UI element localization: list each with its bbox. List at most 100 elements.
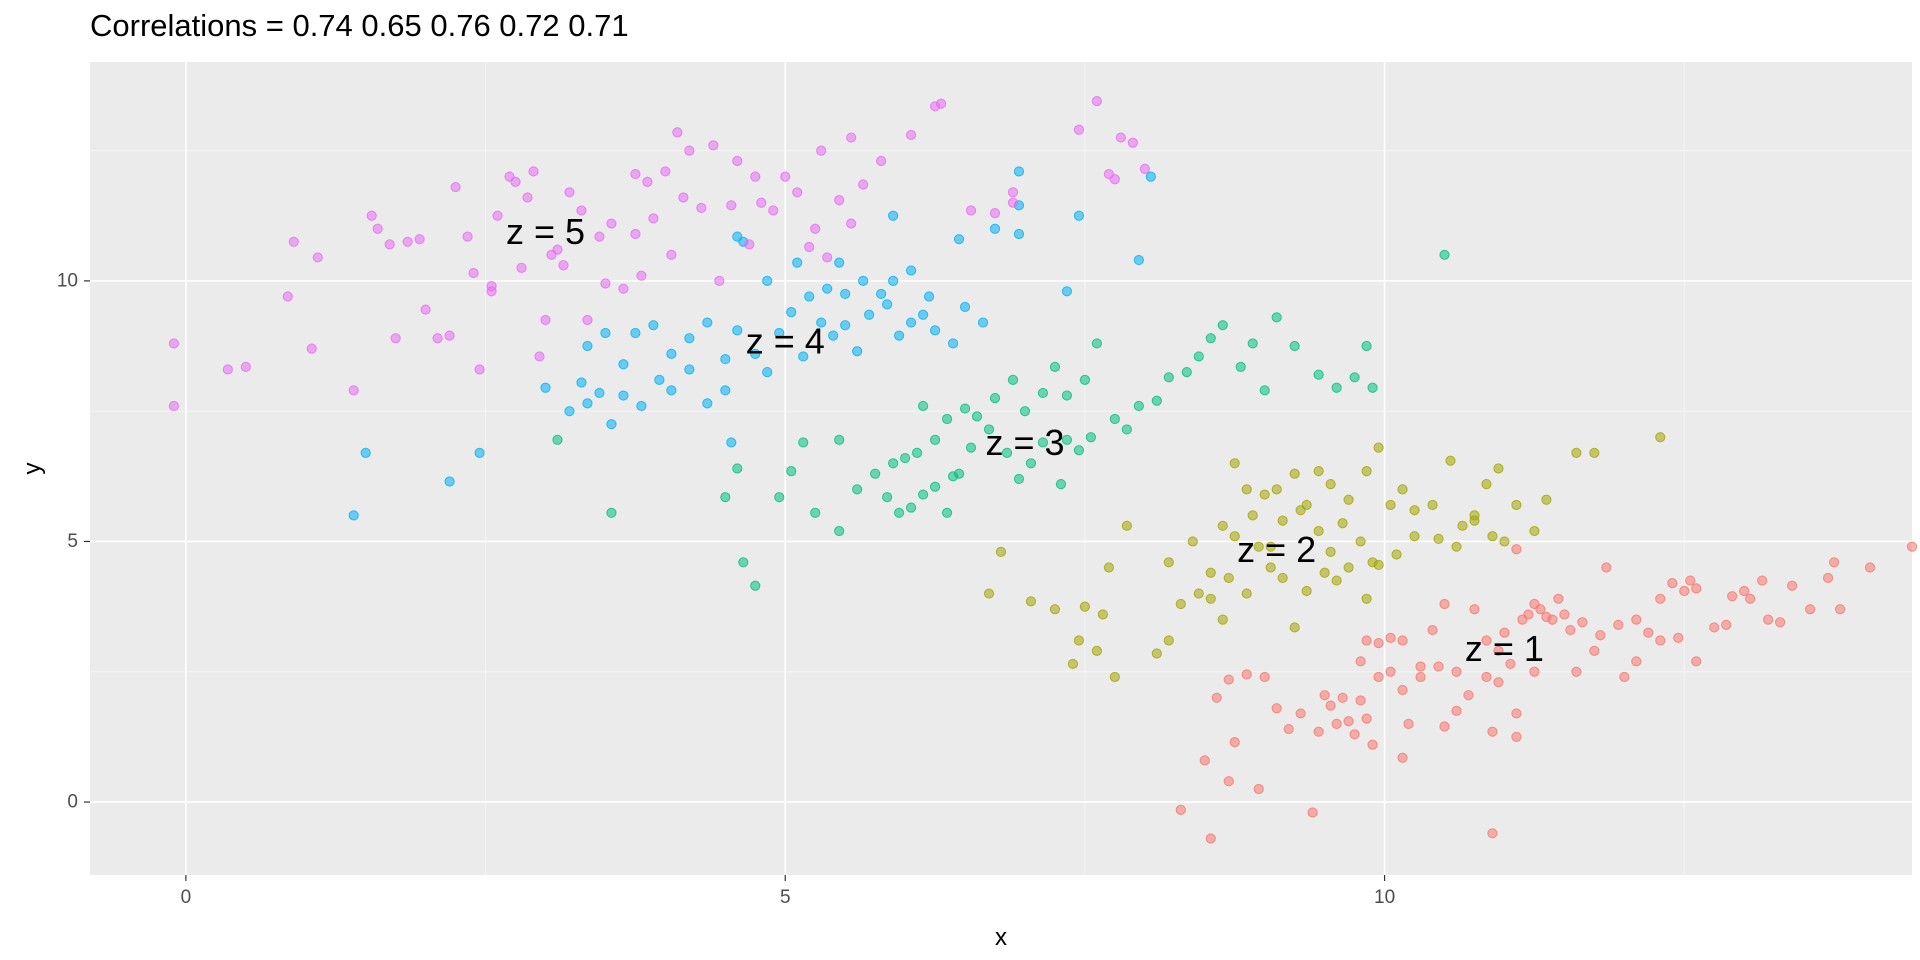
data-point-z1 <box>1601 562 1612 573</box>
data-point-z5 <box>552 244 563 255</box>
data-point-z1 <box>1487 828 1498 839</box>
data-point-z3 <box>1235 361 1246 372</box>
data-point-z5 <box>792 187 803 198</box>
data-point-z4 <box>732 231 743 242</box>
data-point-z3 <box>810 507 821 518</box>
data-point-z3 <box>905 502 917 513</box>
data-point-z4 <box>732 325 743 336</box>
data-point-z3 <box>834 525 845 537</box>
data-point-z5 <box>540 314 551 326</box>
data-point-z5 <box>558 260 569 271</box>
data-point-z1 <box>1535 604 1546 615</box>
data-point-z1 <box>1631 656 1642 667</box>
data-point-z3 <box>1055 479 1067 490</box>
data-point-z3 <box>1007 374 1019 386</box>
data-point-z2 <box>1289 622 1300 633</box>
data-point-z5 <box>636 270 647 281</box>
data-point-z1 <box>1775 617 1786 628</box>
data-point-z2 <box>1253 541 1264 552</box>
data-point-z5 <box>816 145 827 156</box>
data-point-z5 <box>714 275 725 286</box>
data-point-z4 <box>618 359 629 370</box>
data-point-z3 <box>1025 458 1037 469</box>
data-point-z5 <box>474 364 485 375</box>
data-point-z4 <box>840 320 851 331</box>
data-point-z2 <box>1409 531 1420 542</box>
data-point-z5 <box>288 236 299 247</box>
data-point-z1 <box>1589 645 1600 657</box>
data-point-z3 <box>786 466 797 477</box>
data-point-z1 <box>1199 755 1210 766</box>
data-point-z3 <box>738 557 749 568</box>
data-point-z1 <box>1241 669 1252 680</box>
data-point-z3 <box>834 434 845 445</box>
data-point-z4 <box>654 374 665 386</box>
data-point-z4 <box>636 400 647 412</box>
data-point-z5 <box>468 267 479 279</box>
data-point-z4 <box>600 327 611 339</box>
data-point-z2 <box>1223 572 1234 584</box>
data-point-z5 <box>516 262 527 273</box>
data-point-z4 <box>917 309 929 320</box>
data-point-z4 <box>348 510 359 521</box>
data-point-z4 <box>864 309 875 320</box>
data-point-z1 <box>1397 752 1408 763</box>
group-label-z3: z = 3 <box>985 422 1064 463</box>
data-point-z3 <box>882 492 893 503</box>
data-point-z3 <box>1331 382 1342 393</box>
x-axis-title: x <box>995 924 1007 951</box>
data-point-z4 <box>474 447 485 458</box>
data-point-z3 <box>852 484 863 495</box>
data-point-z5 <box>594 231 605 242</box>
data-point-z4 <box>666 385 677 396</box>
data-point-z2 <box>1163 557 1174 568</box>
data-point-z5 <box>1139 163 1150 174</box>
data-point-z5 <box>672 127 683 138</box>
data-point-z1 <box>1631 614 1642 625</box>
data-point-z1 <box>1595 630 1606 641</box>
data-point-z5 <box>534 351 545 362</box>
data-point-z3 <box>1091 338 1102 349</box>
data-point-z2 <box>1079 601 1091 612</box>
data-point-z2 <box>1229 458 1240 469</box>
data-point-z2 <box>1277 515 1288 526</box>
data-point-z4 <box>1013 166 1025 177</box>
data-point-z3 <box>1193 351 1204 362</box>
data-point-z4 <box>792 257 803 268</box>
data-point-z2 <box>1025 596 1037 607</box>
data-point-z5 <box>630 168 641 180</box>
data-point-z3 <box>888 458 899 469</box>
data-point-z2 <box>1385 499 1396 511</box>
data-point-z3 <box>929 434 941 445</box>
data-point-z5 <box>1073 124 1085 135</box>
data-point-z5 <box>168 400 180 412</box>
data-point-z1 <box>1565 624 1576 636</box>
data-point-z2 <box>1187 536 1198 547</box>
data-point-z2 <box>1217 614 1228 625</box>
data-point-z4 <box>947 338 959 349</box>
data-point-z2 <box>1409 505 1420 516</box>
data-point-z2 <box>1103 562 1114 573</box>
data-point-z5 <box>666 249 677 260</box>
data-point-z5 <box>822 252 833 263</box>
data-point-z1 <box>1397 635 1408 646</box>
data-point-z4 <box>894 330 905 341</box>
data-point-z1 <box>1805 604 1816 615</box>
data-point-z2 <box>1241 588 1252 599</box>
data-point-z2 <box>1361 593 1372 604</box>
y-tick-label: 10 <box>57 270 78 291</box>
data-point-z4 <box>594 387 605 399</box>
data-point-z1 <box>1685 575 1696 586</box>
data-point-z1 <box>1397 684 1408 696</box>
data-point-z5 <box>768 205 779 216</box>
data-point-z2 <box>1361 466 1372 477</box>
data-point-z2 <box>1391 549 1402 560</box>
data-point-z2 <box>1241 484 1252 495</box>
data-point-z4 <box>953 234 965 245</box>
data-point-z3 <box>1271 312 1282 323</box>
data-point-z1 <box>1655 635 1666 646</box>
data-point-z3 <box>1013 473 1025 485</box>
data-point-z3 <box>900 452 911 464</box>
data-point-z3 <box>870 468 881 479</box>
